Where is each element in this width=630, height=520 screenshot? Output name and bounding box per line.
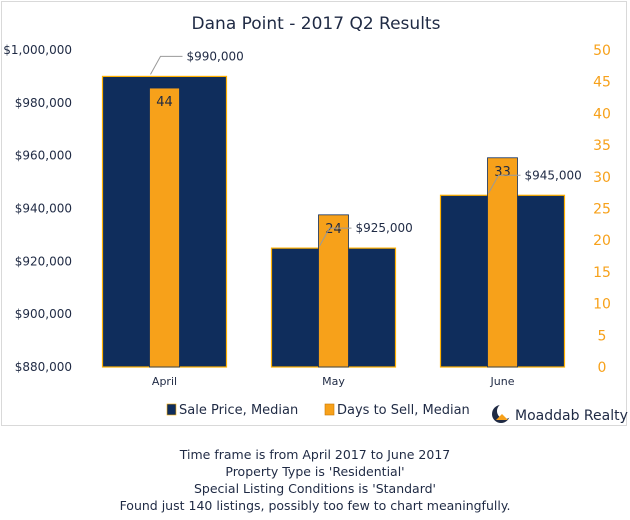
note-listing-conditions: Special Listing Conditions is 'Standard'	[194, 481, 436, 496]
x-axis-tick-label: June	[490, 375, 515, 388]
left-axis-tick-label: $940,000	[15, 202, 72, 216]
left-axis-tick-label: $980,000	[15, 96, 72, 110]
data-label-days-to-sell: 44	[156, 95, 173, 110]
data-label-sale-price: $925,000	[356, 221, 413, 235]
right-axis-tick-label: 5	[598, 328, 607, 344]
bar-chart: Dana Point - 2017 Q2 Results $880,000 $90…	[3, 14, 628, 424]
note-property-type: Property Type is 'Residential'	[225, 464, 405, 479]
moon-house-icon	[492, 403, 513, 423]
brand-name: Moaddab Realty	[515, 408, 628, 424]
right-axis-tick-label: 20	[593, 233, 611, 249]
data-label-leader-line	[319, 227, 352, 247]
legend: Sale Price, Median Days to Sell, Median	[166, 403, 470, 418]
bar-days-to-sell	[487, 157, 518, 368]
right-axis-tick-label: 25	[593, 202, 611, 218]
right-axis-tick-label: 35	[593, 138, 611, 154]
data-label-leader-line	[488, 174, 521, 194]
left-axis-tick-label: $960,000	[15, 149, 72, 163]
legend-label-sale-price: Sale Price, Median	[179, 403, 298, 418]
chart-frame: Dana Point - 2017 Q2 Results $880,000 $90…	[1, 1, 628, 426]
x-axis-tick-label: May	[322, 375, 345, 388]
brand-logo: Moaddab Realty	[492, 403, 628, 424]
data-label-leader-line	[150, 55, 183, 75]
right-axis-tick-label: 0	[598, 360, 607, 376]
legend-swatch-days-to-sell	[324, 403, 335, 416]
right-axis-tick-label: 45	[593, 75, 611, 91]
right-axis-tick-label: 50	[593, 43, 611, 59]
x-axis-tick-label: April	[152, 375, 177, 388]
right-axis: 0 5 10 15 20 25 30 35 40 45 50	[593, 43, 611, 376]
notes-block: Time frame is from April 2017 to June 20…	[0, 446, 630, 514]
data-label-sale-price: $990,000	[187, 49, 244, 63]
bar-days-to-sell	[318, 214, 349, 368]
note-time-frame: Time frame is from April 2017 to June 20…	[179, 447, 451, 462]
right-axis-tick-label: 15	[593, 265, 611, 281]
left-axis-tick-label: $1,000,000	[3, 43, 72, 57]
data-label-days-to-sell: 24	[325, 222, 342, 237]
right-axis-tick-label: 10	[593, 297, 611, 313]
left-axis-tick-label: $920,000	[15, 254, 72, 268]
left-axis-tick-label: $900,000	[15, 307, 72, 321]
data-label-sale-price: $945,000	[525, 168, 582, 182]
note-listing-count: Found just 140 listings, possibly too fe…	[119, 498, 511, 513]
legend-swatch-sale-price	[166, 403, 177, 416]
legend-label-days-to-sell: Days to Sell, Median	[337, 403, 470, 418]
right-axis-tick-label: 40	[593, 106, 611, 122]
right-axis-tick-label: 30	[593, 170, 611, 186]
left-axis-tick-label: $880,000	[15, 360, 72, 374]
bar-days-to-sell	[149, 87, 180, 368]
bars-group	[101, 75, 566, 368]
chart-title: Dana Point - 2017 Q2 Results	[192, 14, 441, 34]
x-axis-labels: April May June	[152, 375, 515, 388]
left-axis: $880,000 $900,000 $920,000 $940,000 $960,000…	[3, 43, 72, 374]
